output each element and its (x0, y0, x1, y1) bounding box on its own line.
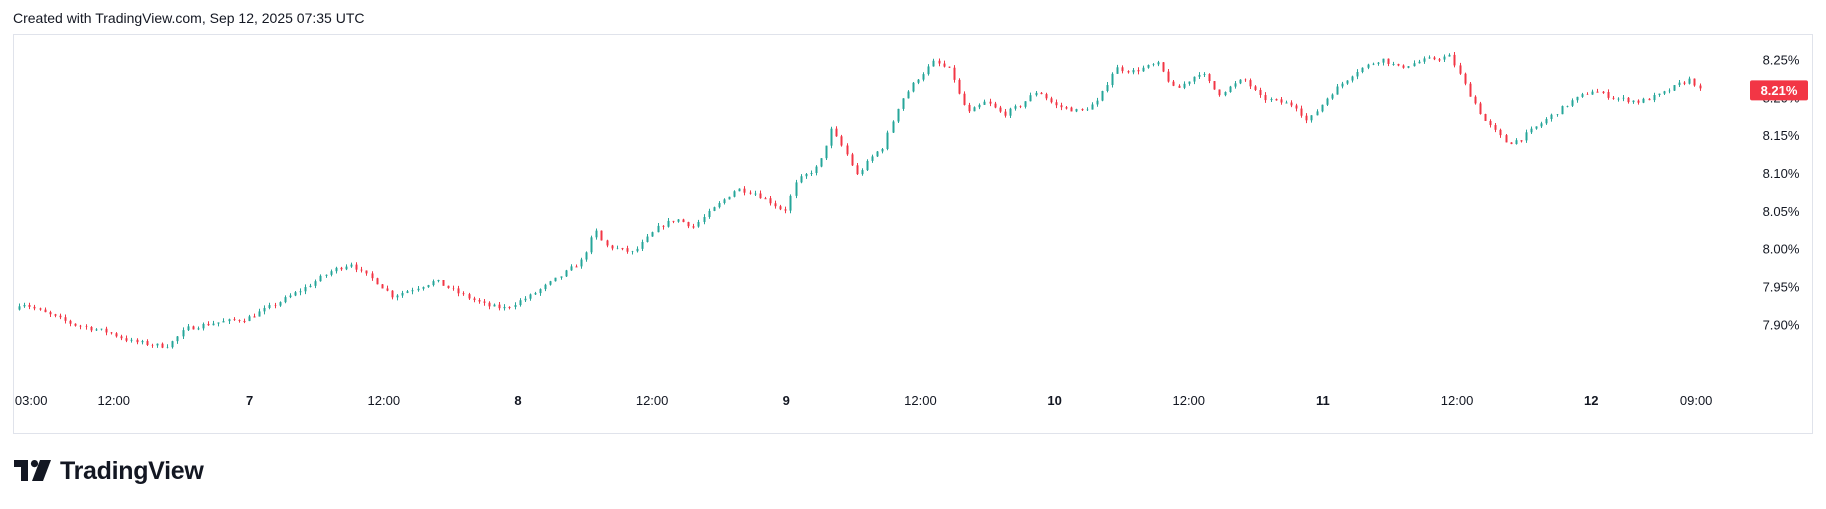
x-tick-label: 11 (1316, 393, 1330, 408)
y-tick-label: 8.10% (1763, 166, 1800, 181)
x-tick-label: 12:00 (1441, 393, 1474, 408)
y-tick-label: 7.90% (1763, 317, 1800, 332)
tradingview-logo-icon (14, 460, 51, 481)
x-tick-label: 7 (246, 393, 253, 408)
y-tick-label: 8.25% (1763, 53, 1800, 68)
tradingview-logo[interactable]: TradingView (14, 456, 204, 486)
x-axis: 03:00 12:00 7 12:00 8 12:00 9 12:00 10 12:00 11 12:… (15, 393, 1713, 408)
x-tick-label: 8 (514, 393, 521, 408)
chart-credit-header: Created with TradingView.com, Sep 12, 20… (13, 10, 365, 26)
y-tick-label: 8.00% (1763, 242, 1800, 257)
x-tick-label: 12:00 (97, 393, 130, 408)
last-price-label: 8.21% (1761, 83, 1798, 98)
x-tick-label: 03:00 (15, 393, 48, 408)
x-tick-label: 9 (783, 393, 790, 408)
last-price-marker: 8.21% (1750, 80, 1808, 101)
chart-frame: 7.90%7.95%8.00%8.05%8.10%8.15%8.20%8.25%… (13, 34, 1813, 434)
x-tick-label: 12:00 (636, 393, 669, 408)
tradingview-logo-text: TradingView (60, 456, 204, 485)
x-tick-label: 09:00 (1680, 393, 1713, 408)
y-tick-label: 8.05% (1763, 204, 1800, 219)
x-tick-label: 12 (1584, 393, 1598, 408)
price-chart[interactable]: 7.90%7.95%8.00%8.05%8.10%8.15%8.20%8.25%… (14, 35, 1812, 433)
y-tick-label: 7.95% (1763, 279, 1800, 294)
x-tick-label: 12:00 (1172, 393, 1205, 408)
last-price-badge (1750, 80, 1808, 101)
candles-layer (18, 51, 1702, 349)
y-tick-label: 8.15% (1763, 128, 1800, 143)
x-tick-label: 12:00 (904, 393, 937, 408)
x-tick-label: 10 (1047, 393, 1061, 408)
x-tick-label: 12:00 (368, 393, 401, 408)
